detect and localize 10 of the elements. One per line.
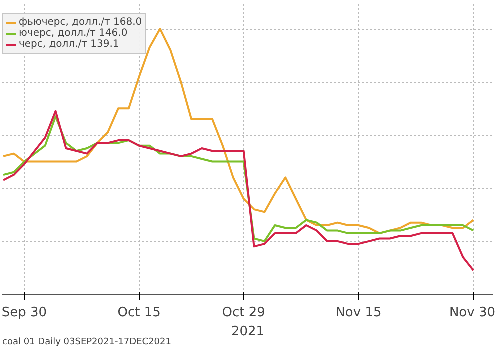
x-tick-label: Nov 15 xyxy=(336,306,382,320)
legend-label: черс, долл./т 139.1 xyxy=(19,39,120,50)
legend-label: фьючерс, долл./т 168.0 xyxy=(19,17,142,28)
x-tick-label: Sep 30 xyxy=(2,306,48,320)
x-tick-label: Nov 30 xyxy=(449,306,495,320)
legend-label: ючерс, долл./т 146.0 xyxy=(19,28,128,39)
text: coal 01 Daily 03SEP2021-17DEC2021 xyxy=(2,338,172,347)
text: 2021 xyxy=(231,324,265,340)
x-tick-label: Oct 15 xyxy=(118,306,161,320)
x-tick-label: Oct 29 xyxy=(222,306,266,320)
